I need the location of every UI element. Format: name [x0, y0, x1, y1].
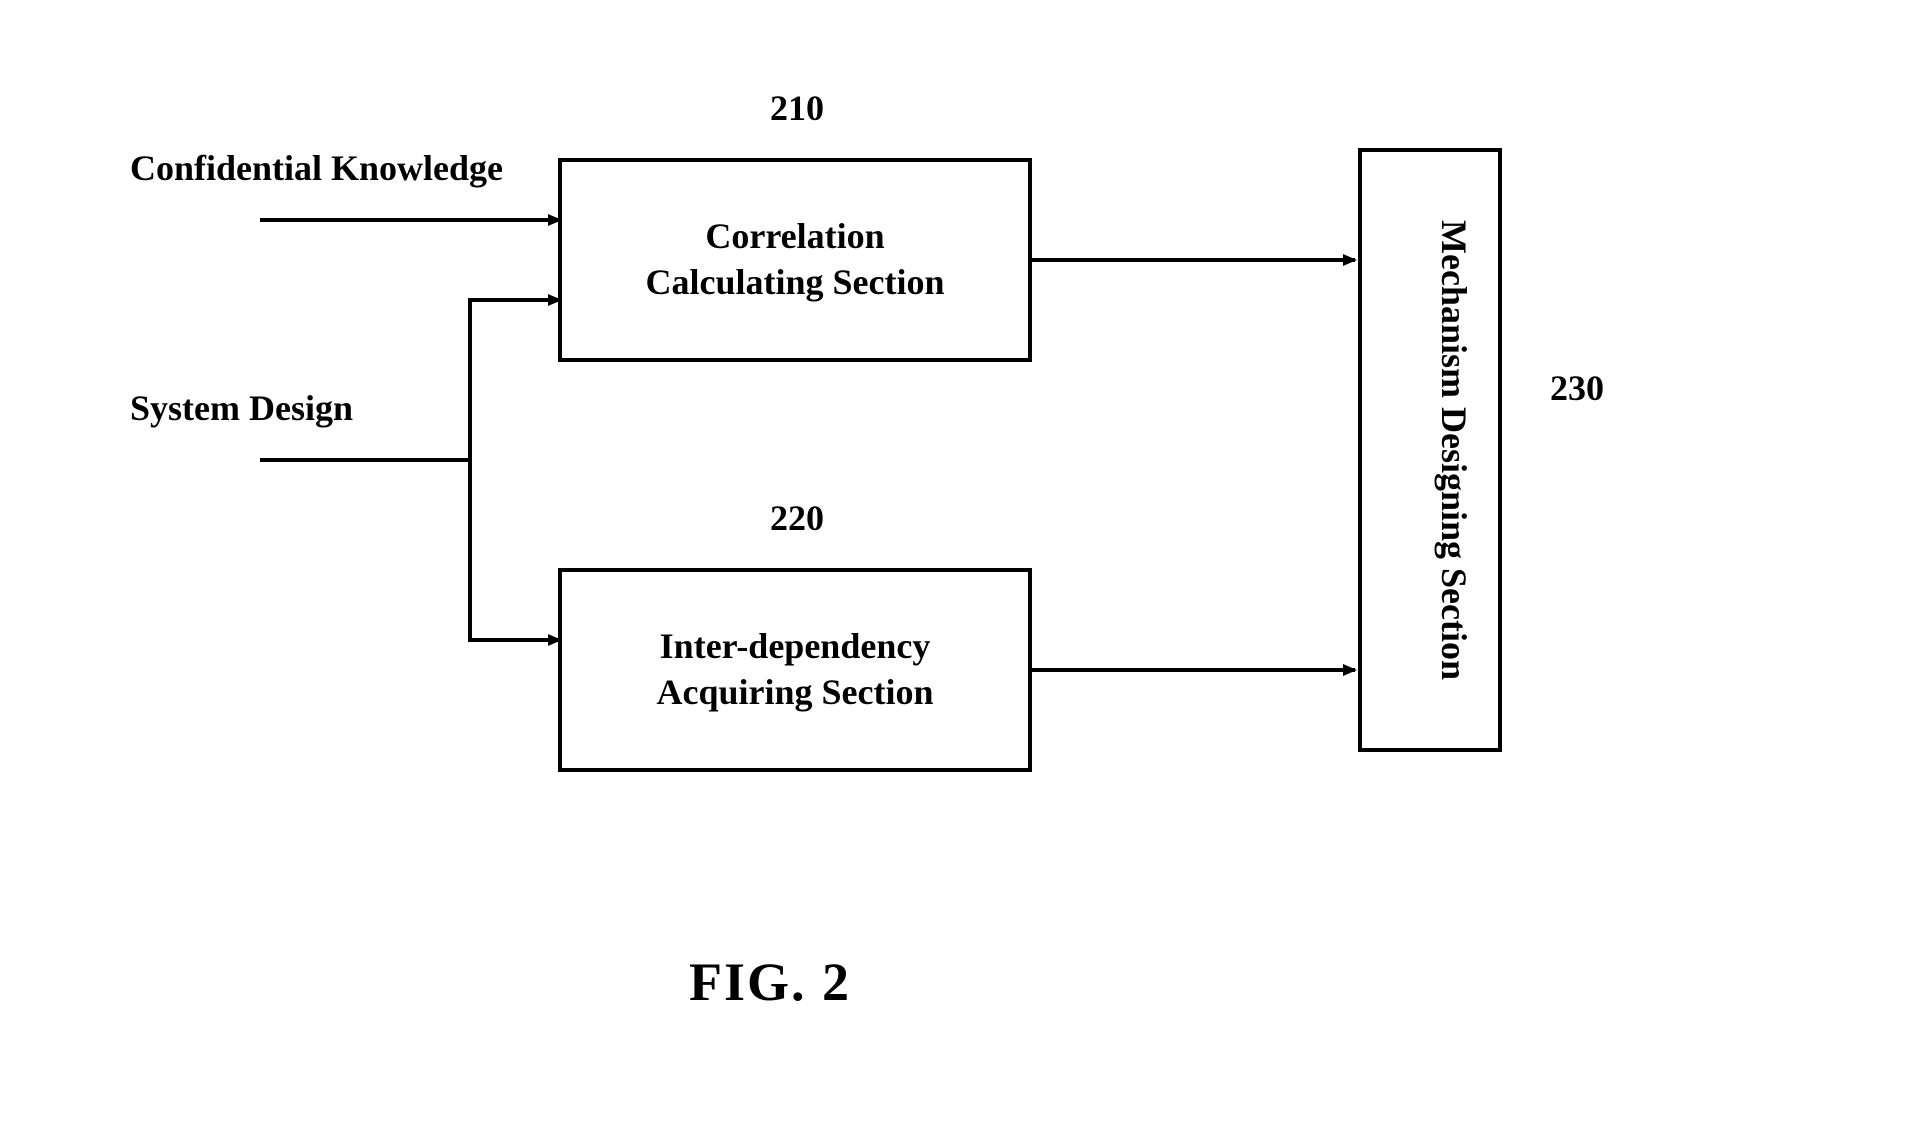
box-number-220: 220: [770, 498, 824, 538]
box-label-interdependency-line2: Acquiring Section: [656, 672, 933, 712]
arrow-system-to-correlation: [470, 300, 560, 460]
box-label-mechanism: Mechanism Designing Section: [1434, 220, 1474, 680]
box-mechanism-designing: [1360, 150, 1500, 750]
box-correlation-calculating: [560, 160, 1030, 360]
box-label-correlation-line2: Calculating Section: [645, 262, 944, 302]
diagram-canvas: Confidential Knowledge System Design 210…: [0, 0, 1912, 1140]
box-label-correlation-line1: Correlation: [705, 216, 884, 256]
input-label-confidential: Confidential Knowledge: [130, 148, 503, 188]
box-label-interdependency-line1: Inter-dependency: [660, 626, 931, 666]
input-label-system-design: System Design: [130, 388, 353, 428]
box-number-210: 210: [770, 88, 824, 128]
arrow-system-to-interdependency: [470, 460, 560, 640]
figure-caption: FIG. 2: [689, 952, 851, 1012]
box-interdependency-acquiring: [560, 570, 1030, 770]
box-number-230: 230: [1550, 368, 1604, 408]
